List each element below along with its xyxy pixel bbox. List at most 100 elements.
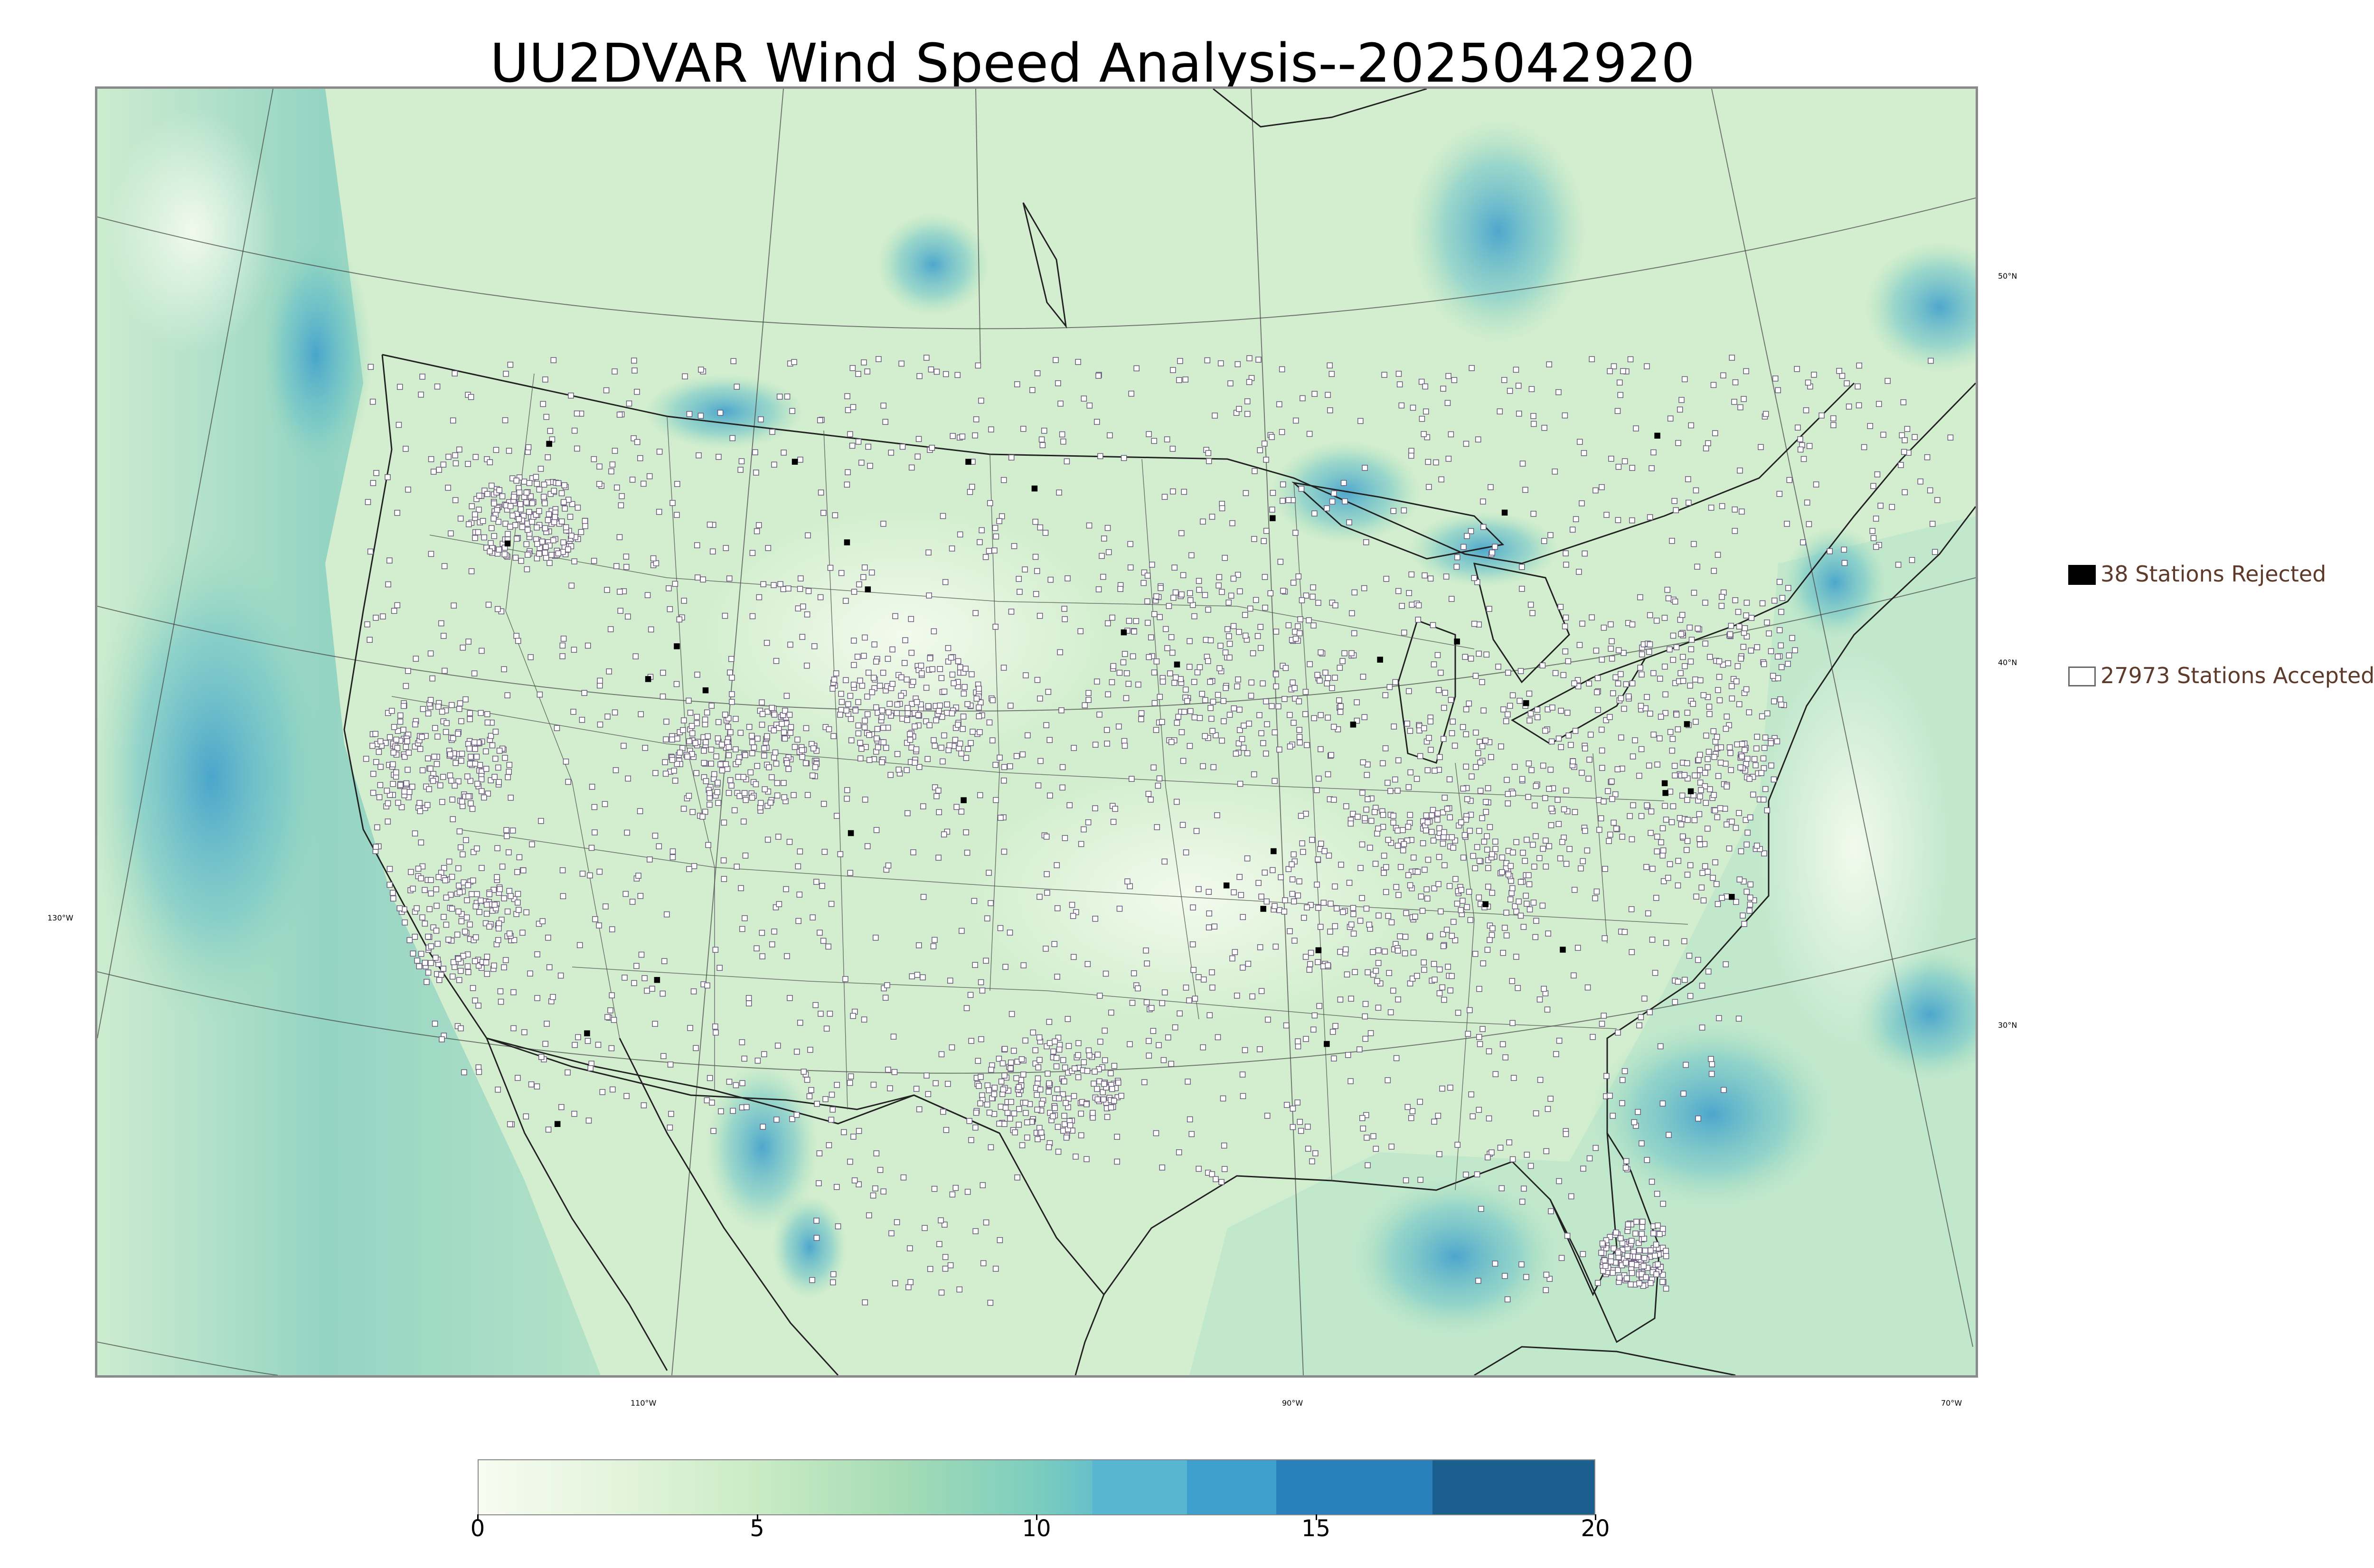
station-accepted: [1371, 809, 1378, 816]
station-accepted: [1304, 904, 1310, 911]
station-accepted: [942, 579, 949, 585]
station-accepted: [941, 688, 948, 695]
station-accepted: [1712, 807, 1718, 814]
station-accepted: [1001, 778, 1007, 784]
station-accepted: [1663, 1286, 1669, 1292]
station-accepted: [1530, 900, 1537, 906]
station-accepted: [810, 914, 816, 920]
station-accepted: [409, 783, 415, 790]
station-accepted: [993, 533, 999, 540]
legend-rejected-label: 38 Stations Rejected: [2101, 561, 2327, 587]
station-accepted: [394, 745, 401, 751]
station-accepted: [390, 890, 396, 896]
station-accepted: [988, 1067, 994, 1073]
station-accepted: [843, 707, 850, 714]
station-accepted: [930, 943, 937, 949]
station-accepted: [882, 419, 889, 425]
station-accepted: [1050, 1048, 1056, 1055]
station-accepted: [1157, 694, 1163, 700]
station-accepted: [1065, 1016, 1071, 1022]
station-accepted: [505, 531, 511, 537]
station-accepted: [698, 366, 704, 373]
station-accepted: [1297, 1118, 1303, 1125]
station-accepted: [391, 724, 397, 730]
station-accepted: [465, 638, 471, 645]
station-accepted: [998, 1079, 1005, 1085]
station-accepted: [1426, 484, 1432, 490]
station-accepted: [1526, 717, 1533, 724]
station-accepted: [431, 753, 437, 760]
station-accepted: [1232, 949, 1238, 955]
station-accepted: [923, 355, 930, 361]
station-accepted: [452, 782, 458, 789]
station-accepted: [1450, 718, 1456, 725]
station-accepted: [513, 633, 519, 639]
station-accepted: [1715, 687, 1721, 693]
station-accepted: [1419, 415, 1425, 422]
station-accepted: [1728, 683, 1735, 689]
station-accepted: [1289, 891, 1296, 897]
station-accepted: [1207, 637, 1214, 644]
station-accepted: [1301, 915, 1307, 921]
station-accepted: [797, 848, 803, 854]
station-accepted: [817, 930, 823, 936]
station-accepted: [1327, 362, 1333, 369]
station-accepted: [1705, 756, 1711, 762]
station-accepted: [1740, 912, 1746, 919]
station-accepted: [1189, 941, 1196, 948]
station-accepted: [1207, 705, 1214, 711]
station-accepted: [942, 371, 949, 377]
station-accepted: [1215, 582, 1222, 589]
station-accepted: [873, 827, 880, 833]
station-accepted: [1251, 536, 1257, 542]
station-accepted: [417, 808, 424, 814]
station-accepted: [1647, 612, 1653, 619]
station-accepted: [1185, 1079, 1191, 1085]
station-accepted: [476, 492, 482, 499]
station-accepted: [474, 891, 480, 897]
station-accepted: [1503, 932, 1510, 939]
station-accepted: [1329, 1029, 1336, 1035]
station-accepted: [1424, 819, 1431, 826]
station-accepted: [834, 1184, 840, 1190]
station-accepted: [427, 650, 434, 657]
station-accepted: [851, 638, 857, 644]
station-accepted: [1011, 1110, 1017, 1117]
station-accepted: [977, 1100, 983, 1107]
station-accepted: [1431, 961, 1437, 967]
station-accepted: [391, 608, 397, 614]
station-accepted: [1422, 866, 1428, 873]
station-accepted: [1477, 788, 1484, 794]
station-accepted: [569, 501, 575, 507]
station-accepted: [377, 738, 384, 744]
station-accepted: [563, 758, 569, 765]
station-accepted: [1001, 1046, 1008, 1052]
station-accepted: [1104, 727, 1110, 733]
station-accepted: [904, 767, 910, 773]
station-accepted: [625, 775, 631, 782]
station-accepted: [1057, 649, 1063, 656]
station-accepted: [1008, 454, 1015, 461]
station-accepted: [931, 1185, 938, 1192]
station-accepted: [1776, 627, 1783, 633]
station-accepted: [1272, 778, 1278, 784]
station-accepted: [857, 755, 864, 761]
station-accepted: [1129, 776, 1135, 782]
station-accepted: [476, 909, 482, 915]
station-accepted: [1703, 445, 1709, 451]
station-accepted: [1654, 761, 1660, 768]
station-accepted: [1380, 760, 1386, 767]
station-accepted: [694, 714, 700, 720]
station-accepted: [1368, 817, 1375, 824]
station-accepted: [377, 782, 384, 789]
station-accepted: [1234, 572, 1241, 578]
station-accepted: [1619, 834, 1625, 840]
station-markers: [363, 355, 1954, 1306]
station-accepted: [1347, 1078, 1354, 1084]
wind-maximum: [1783, 526, 1887, 639]
station-accepted: [474, 780, 480, 787]
station-accepted: [742, 853, 749, 859]
station-accepted: [424, 802, 431, 808]
station-accepted: [1283, 1022, 1290, 1029]
station-accepted: [1657, 676, 1663, 682]
